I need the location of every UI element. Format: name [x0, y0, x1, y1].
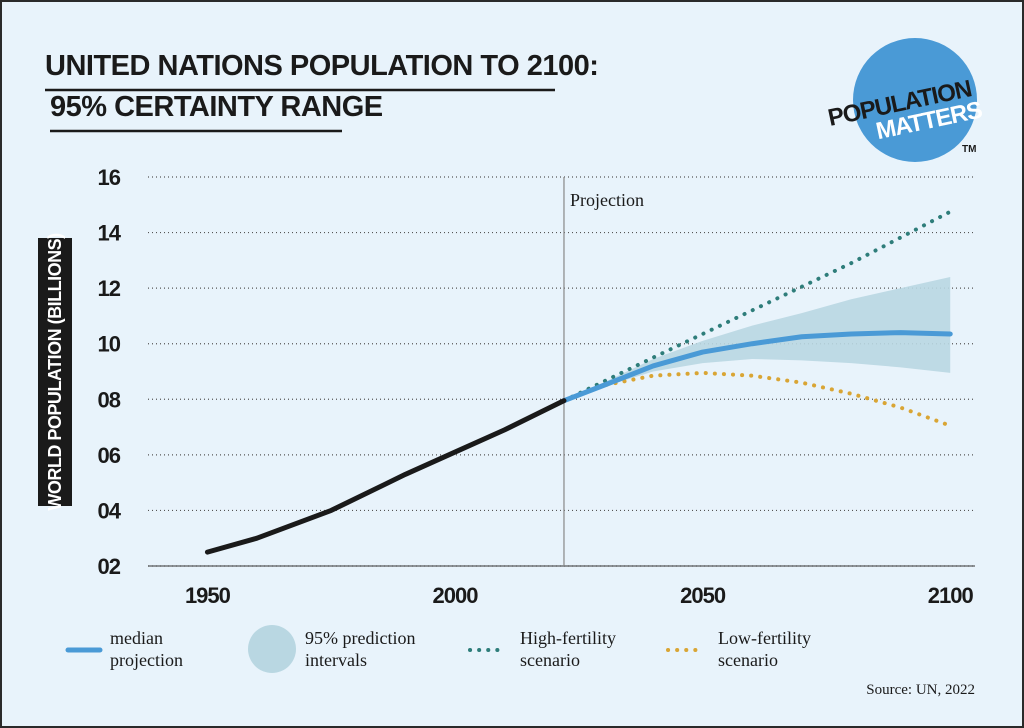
y-tick-label: 06	[98, 443, 121, 468]
x-tick-label: 1950	[185, 583, 231, 608]
series-line	[561, 209, 953, 403]
annotation: Projection	[570, 190, 644, 210]
series-line	[204, 398, 567, 555]
prediction-band	[563, 277, 951, 401]
legend-swatch	[248, 625, 296, 673]
title: 95% CERTAINTY RANGE	[50, 91, 383, 123]
series-line	[561, 370, 953, 428]
y-tick-label: 10	[98, 332, 121, 357]
y-tick-label: 04	[98, 498, 122, 523]
legend-label: High-fertility scenario	[520, 628, 616, 670]
legend-label: 95% prediction intervals	[305, 628, 416, 670]
y-tick-label: 12	[98, 276, 121, 301]
x-tick-label: 2000	[433, 583, 479, 608]
source: Source: UN, 2022	[866, 682, 975, 698]
title: UNITED NATIONS POPULATION TO 2100:	[45, 50, 598, 82]
y-label-box	[38, 238, 72, 506]
legend-label: median projection	[110, 628, 183, 670]
x-tick-label: 2050	[680, 583, 726, 608]
y-tick-label: 16	[98, 165, 121, 190]
y-tick-label: 08	[98, 387, 121, 412]
y-tick-label: 02	[98, 554, 121, 579]
y-axis-label: WORLD POPULATION (BILLIONS)	[45, 233, 65, 511]
legend-label: Low-fertility scenario	[718, 628, 811, 670]
y-tick-label: 14	[98, 221, 122, 246]
series-line	[561, 330, 953, 404]
logo-circle	[853, 38, 977, 162]
x-tick-label: 2100	[928, 583, 974, 608]
logo-mark: TM	[962, 144, 976, 155]
